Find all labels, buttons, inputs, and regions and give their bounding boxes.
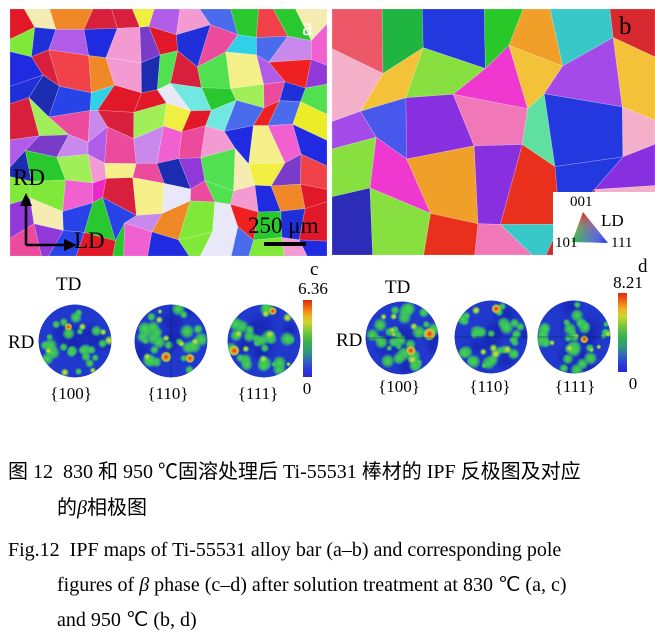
- caption-zh-line2-suffix: 相极图: [86, 497, 147, 519]
- caption-zh-line2-beta: β: [77, 497, 87, 519]
- pole-label-c-111: {111}: [237, 384, 279, 403]
- caption-zh-line2-prefix: 的: [57, 497, 77, 519]
- panel-b-label: b: [619, 13, 632, 40]
- ipf-color-key: 001 LD 101 111: [553, 192, 655, 255]
- ipf-map-panel-a: a RD LD 250 μm: [10, 9, 327, 256]
- key-corner-101-label: 101: [555, 235, 578, 251]
- colorbar-d-min-value: 0: [628, 374, 638, 393]
- pole-label-c-100: {100}: [50, 384, 92, 403]
- colorbar-c: [303, 300, 312, 377]
- rd-axis-label-a: RD: [13, 165, 45, 190]
- rd-axis-label-c: RD: [8, 332, 35, 353]
- pole-label-d-110: {110}: [469, 377, 511, 396]
- caption-en-line1: Fig.12 IPF maps of Ti-55531 alloy bar (a…: [8, 539, 562, 561]
- colorbar-d: [618, 293, 627, 372]
- caption-en-line2: figures of β phase (c–d) after solution …: [57, 574, 566, 596]
- caption-en-line2-prefix: figures of: [57, 574, 140, 596]
- colorbar-c-min-value: 0: [302, 379, 312, 398]
- caption-en-line2-suffix: phase (c–d) after solution treatment at …: [149, 574, 567, 596]
- caption-en-line3: and 950 ℃ (b, d): [57, 609, 197, 631]
- ld-axis-label-a: LD: [74, 228, 105, 253]
- pole-figure-d-100-image: [365, 301, 439, 375]
- caption-zh-line2: 的β相极图: [57, 497, 147, 519]
- td-axis-label-c: TD: [56, 274, 82, 295]
- caption-zh-line1: 图 12 830 和 950 ℃固溶处理后 Ti-55531 棒材的 IPF 反…: [8, 461, 581, 483]
- panel-d-label: d: [638, 256, 648, 277]
- scale-bar: [264, 242, 306, 246]
- colorbar-c-max-value: 6.36: [298, 279, 328, 298]
- pole-label-d-111: {111}: [554, 377, 596, 396]
- pole-figure-c-100-image: [38, 304, 112, 378]
- key-direction-label: LD: [601, 211, 624, 230]
- colorbar-d-max-value: 8.21: [613, 273, 643, 292]
- panel-c-label: c: [310, 259, 319, 280]
- rd-axis-label-d: RD: [336, 330, 363, 351]
- pole-figure-d-111-image: [537, 300, 611, 374]
- caption-en-line2-beta: β: [139, 574, 150, 596]
- grain-map-b-image: [332, 9, 655, 255]
- scale-bar-label: 250 μm: [248, 213, 319, 238]
- key-corner-111-label: 111: [611, 235, 633, 251]
- pole-figure-c-111-image: [227, 304, 301, 378]
- axis-arrows-icon: [20, 193, 77, 251]
- ipf-map-panel-b: b 001: [332, 9, 655, 255]
- grain-map-a-image: [10, 9, 327, 256]
- panel-a-label: a: [302, 14, 314, 41]
- td-axis-label-d: TD: [385, 277, 411, 298]
- pole-figure-c-110-image: [134, 304, 208, 378]
- key-corner-001-label: 001: [570, 194, 593, 210]
- pole-label-d-100: {100}: [378, 377, 420, 396]
- pole-figure-d-110-image: [454, 300, 528, 374]
- ipf-triangle-icon: [572, 212, 608, 243]
- pole-label-c-110: {110}: [147, 384, 189, 403]
